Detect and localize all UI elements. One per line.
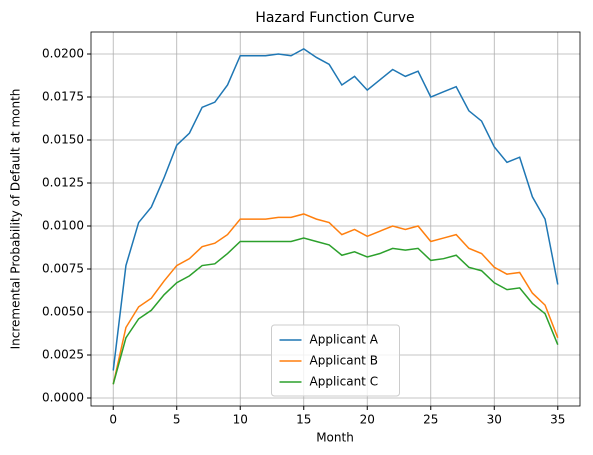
x-tick-label: 0 (109, 413, 117, 427)
legend-label: Applicant A (310, 333, 379, 347)
y-tick-label: 0.0050 (42, 305, 84, 319)
x-tick-label: 20 (360, 413, 375, 427)
x-tick-label: 25 (423, 413, 438, 427)
legend-label: Applicant B (310, 354, 378, 368)
y-tick-label: 0.0125 (42, 176, 84, 190)
y-tick-label: 0.0150 (42, 133, 84, 147)
series-line (112, 237, 559, 385)
legend-box (271, 324, 400, 397)
x-tick-label: 10 (233, 413, 248, 427)
x-tick-label: 35 (550, 413, 565, 427)
series-line (112, 213, 559, 385)
x-tick-label: 15 (296, 413, 311, 427)
y-tick-label: 0.0025 (42, 348, 84, 362)
chart-title: Hazard Function Curve (255, 10, 414, 26)
y-axis-label: Incremental Probability of Default at mo… (9, 89, 23, 350)
y-tick-label: 0.0075 (42, 262, 84, 276)
y-tick-label: 0.0100 (42, 219, 84, 233)
x-tick-label: 5 (173, 413, 181, 427)
legend-label: Applicant C (310, 375, 379, 389)
plot-frame (90, 31, 581, 407)
y-tick-label: 0.0200 (42, 47, 84, 61)
x-tick-label: 30 (487, 413, 502, 427)
x-axis-label: Month (316, 431, 354, 445)
series-line (112, 47, 559, 371)
y-tick-label: 0.0000 (42, 391, 84, 405)
y-tick-label: 0.0175 (42, 90, 84, 104)
